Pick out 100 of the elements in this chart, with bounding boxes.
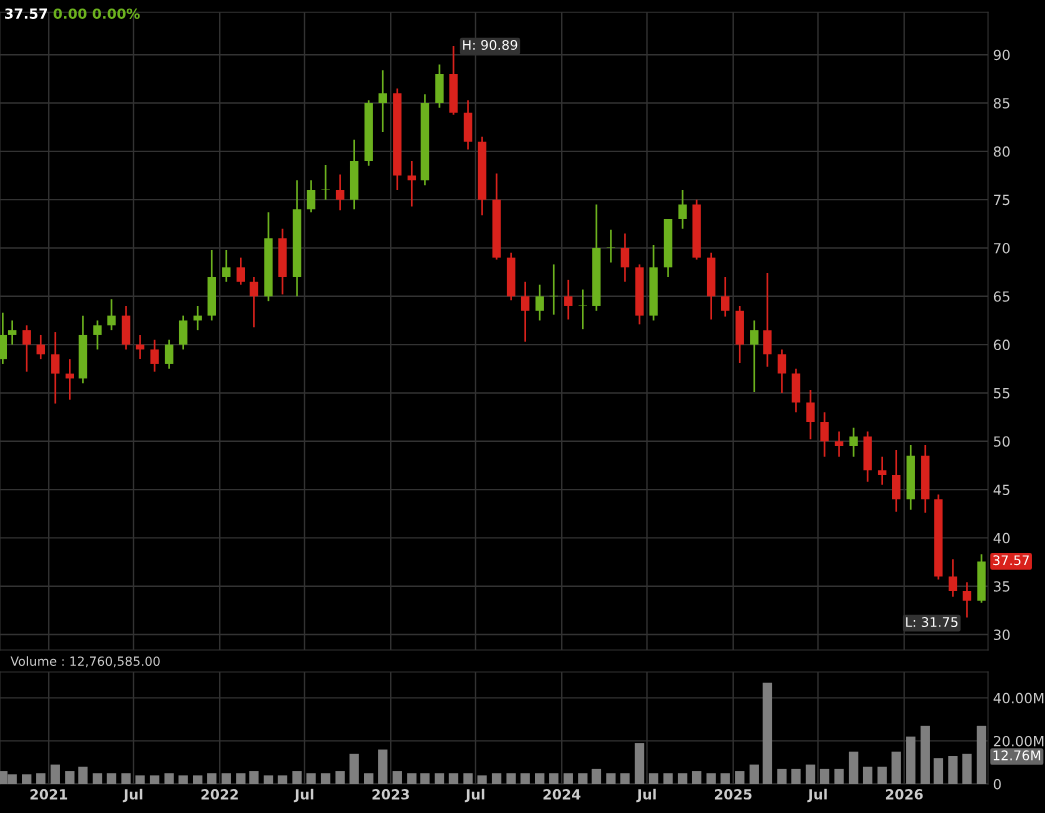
candlestick [107,298,116,331]
bar [735,771,745,784]
candlestick [820,411,829,458]
x-tick-label: Jul [807,788,827,803]
bar [834,768,844,784]
y-tick-label: 80 [993,146,1010,157]
bar [720,773,730,784]
bar [164,773,174,784]
candlestick [7,319,17,346]
bar [506,773,516,784]
bar [862,766,873,784]
x-tick-label: 2026 [885,789,923,800]
bar [121,773,131,784]
bar [791,768,801,784]
y-tick-label: 90 [993,49,1010,61]
bar [92,773,103,784]
y-tick-label: 60 [993,339,1010,351]
candlestick [335,173,345,212]
bar [36,773,46,784]
candlestick [535,283,544,322]
bar [691,771,702,784]
bar [378,749,388,784]
bar [477,775,487,784]
bar [420,773,430,784]
x-tick-label: 2022 [201,789,238,800]
candlestick [877,455,887,486]
candlestick [164,338,174,370]
candlestick [678,189,687,230]
y-tick-label: 55 [993,388,1010,399]
bar [706,773,716,784]
candlestick [849,426,858,458]
candlestick [806,389,815,441]
bar [663,773,673,784]
bar [591,768,602,784]
y-tick-label: 50 [993,436,1010,447]
bar [962,753,972,784]
y-tick-label: 75 [994,194,1010,206]
annotation: 37.57 [993,555,1029,566]
candlestick [22,324,31,373]
y-tick-label: 40.00M [993,692,1044,704]
y-tick-label: 40 [993,532,1010,544]
candlestick [564,279,573,321]
bar [434,773,445,784]
bar [292,771,302,784]
x-tick-label: Jul [464,788,485,803]
bar [948,755,958,784]
annotation: H: 90.89 [463,39,518,50]
bar [335,771,345,784]
candlestick [378,69,387,133]
annotation: 12.76M [993,750,1041,761]
bar [236,773,246,784]
bar [491,773,502,784]
bar [463,773,473,784]
candlestick [962,581,972,619]
bar [848,751,859,784]
bar [648,773,659,784]
x-tick-label: Jul [293,788,314,803]
y-tick-label: 35 [993,581,1010,592]
candlestick [520,280,530,343]
bar [563,773,573,784]
bar [207,773,217,784]
bar [263,775,274,784]
y-tick-label: 45 [993,484,1010,496]
candlestick [620,232,630,283]
candlestick [721,276,730,318]
candlestick [236,256,246,286]
bar [407,773,417,784]
bar [306,773,316,784]
bar [178,775,188,784]
bar [349,753,359,784]
bar [762,682,773,784]
bar [620,773,630,784]
candlestick [750,319,759,393]
y-tick-label: 0 [993,778,1001,790]
bar [221,773,231,784]
bar [392,771,402,784]
bar [877,766,887,784]
bar [364,773,374,784]
bar [677,773,688,784]
bar [50,764,60,784]
bar [320,773,331,784]
candlestick [306,179,316,214]
candlestick [51,331,60,405]
y-tick-label: 65 [993,291,1010,302]
bar [920,725,930,784]
candlestick [834,430,844,458]
bar [606,773,616,784]
bar [193,775,203,784]
x-tick-label: Jul [122,788,143,803]
chart-title: Volume : 12,760,585.00 [10,656,160,668]
bar [805,764,816,784]
bar [933,758,944,784]
bar [976,725,987,784]
bar [535,773,545,784]
bar [520,773,530,784]
bar [777,768,787,784]
candlestick [948,558,958,598]
bar [891,751,901,784]
candlestick [150,338,159,373]
y-tick-label: 30 [993,629,1010,641]
